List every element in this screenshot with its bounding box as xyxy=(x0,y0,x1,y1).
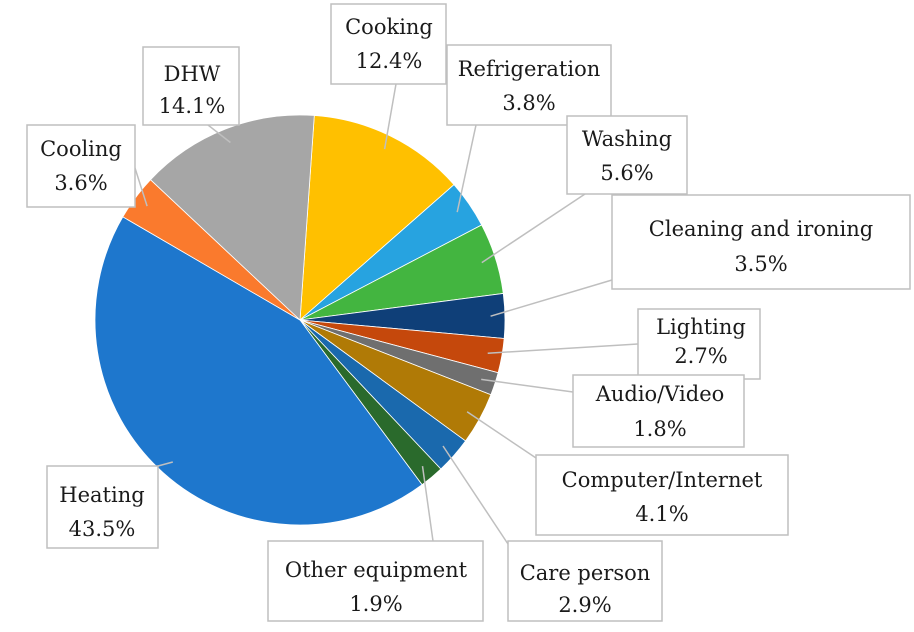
label-computer-internet: Computer/Internet 4.1% xyxy=(535,454,789,536)
slice-name: Cooling xyxy=(40,137,122,161)
leader-care-person xyxy=(442,445,509,545)
label-box xyxy=(46,465,159,549)
leader-refrigeration xyxy=(456,124,477,213)
leader-washing xyxy=(481,193,586,264)
slice-percent: 12.4% xyxy=(356,49,423,73)
label-refrigeration: Refrigeration 3.8% xyxy=(446,44,612,126)
label-box xyxy=(330,3,447,85)
leader-computer-internet xyxy=(466,411,537,459)
leader-dhw xyxy=(207,124,231,144)
slice-name: Cleaning and ironing xyxy=(649,217,873,241)
label-care-person: Care person 2.9% xyxy=(507,540,663,622)
label-heating: Heating 43.5% xyxy=(46,465,159,549)
slice-cooking xyxy=(299,115,455,321)
leader-cooking xyxy=(383,83,397,150)
slice-percent: 14.1% xyxy=(159,94,226,118)
label-cooling: Cooling 3.6% xyxy=(26,124,136,208)
slice-name: Care person xyxy=(520,561,651,585)
slice-name: Audio/Video xyxy=(595,382,725,406)
slice-labels: Cooking 12.4% Refrigeration 3.8% Washing 5.6%… xyxy=(26,3,911,622)
slice-name: DHW xyxy=(164,62,221,86)
label-lighting: Lighting 2.7% xyxy=(637,308,761,380)
slice-percent: 4.1% xyxy=(635,502,688,526)
label-box xyxy=(566,115,688,195)
slice-percent: 3.5% xyxy=(734,252,787,276)
slice-name: Other equipment xyxy=(285,558,468,582)
leader-lines xyxy=(134,83,639,545)
slice-dhw xyxy=(149,114,315,321)
label-box xyxy=(572,374,745,448)
slice-heating xyxy=(94,216,423,526)
label-audio-video: Audio/Video 1.8% xyxy=(572,374,745,448)
label-cooking: Cooking 12.4% xyxy=(330,3,447,85)
label-box xyxy=(507,540,663,622)
slice-percent: 3.6% xyxy=(54,171,107,195)
leader-cooling xyxy=(134,167,148,207)
label-box xyxy=(446,44,612,126)
label-other-equipment: Other equipment 1.9% xyxy=(267,540,484,622)
slice-percent: 43.5% xyxy=(69,517,136,541)
slice-percent: 2.9% xyxy=(558,593,611,617)
slice-name: Computer/Internet xyxy=(562,468,763,492)
leader-lighting xyxy=(487,343,639,354)
leader-cleaning-and-ironing xyxy=(490,279,613,317)
label-box xyxy=(26,124,136,208)
label-box xyxy=(267,540,484,622)
slice-name: Refrigeration xyxy=(458,57,601,81)
label-box xyxy=(637,308,761,380)
leader-other-equipment xyxy=(421,465,434,542)
slice-percent: 1.8% xyxy=(633,417,686,441)
label-dhw: DHW 14.1% xyxy=(142,46,240,126)
slice-percent: 5.6% xyxy=(600,161,653,185)
label-box xyxy=(142,46,240,126)
label-box xyxy=(535,454,789,536)
slice-percent: 1.9% xyxy=(349,592,402,616)
label-box xyxy=(611,194,911,290)
slice-name: Washing xyxy=(582,127,672,151)
slice-name: Lighting xyxy=(656,315,746,339)
pie-slices xyxy=(94,114,506,526)
leader-audio-video xyxy=(481,378,574,393)
slice-percent: 2.7% xyxy=(674,344,727,368)
slice-name: Heating xyxy=(59,483,144,507)
slice-percent: 3.8% xyxy=(502,91,555,115)
label-cleaning-and-ironing: Cleaning and ironing 3.5% xyxy=(611,194,911,290)
leader-heating xyxy=(157,461,173,467)
slice-name: Cooking xyxy=(345,15,433,39)
label-washing: Washing 5.6% xyxy=(566,115,688,195)
